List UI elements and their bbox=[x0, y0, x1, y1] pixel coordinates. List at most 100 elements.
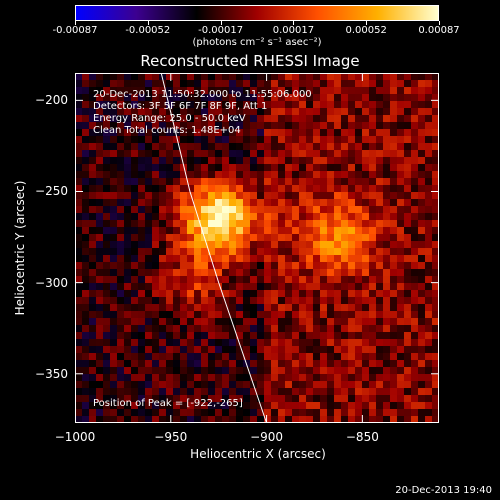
heatmap-cell bbox=[383, 178, 390, 185]
heatmap-cell bbox=[152, 199, 159, 206]
heatmap-cell bbox=[194, 353, 201, 360]
heatmap-cell bbox=[194, 255, 201, 262]
heatmap-cell bbox=[166, 150, 173, 157]
heatmap-cell bbox=[334, 234, 341, 241]
heatmap-cell bbox=[145, 101, 152, 108]
heatmap-cell bbox=[215, 136, 222, 143]
heatmap-cell bbox=[82, 206, 89, 213]
heatmap-cell bbox=[334, 395, 341, 402]
heatmap-cell bbox=[75, 206, 82, 213]
heatmap-cell bbox=[348, 311, 355, 318]
heatmap-cell bbox=[355, 157, 362, 164]
heatmap-cell bbox=[159, 262, 166, 269]
heatmap-cell bbox=[145, 346, 152, 353]
heatmap-cell bbox=[82, 346, 89, 353]
heatmap-cell bbox=[110, 220, 117, 227]
heatmap-cell bbox=[306, 269, 313, 276]
info-method: Clean Total counts: 1.48E+04 bbox=[93, 125, 241, 136]
heatmap-cell bbox=[96, 248, 103, 255]
heatmap-cell bbox=[131, 80, 138, 87]
heatmap-cell bbox=[292, 73, 299, 80]
heatmap-cell bbox=[201, 220, 208, 227]
heatmap-cell bbox=[313, 192, 320, 199]
heatmap-cell bbox=[362, 185, 369, 192]
heatmap-cell bbox=[166, 360, 173, 367]
heatmap-cell bbox=[397, 255, 404, 262]
heatmap-cell bbox=[264, 276, 271, 283]
heatmap-cell bbox=[82, 262, 89, 269]
heatmap-cell bbox=[285, 143, 292, 150]
heatmap-cell bbox=[208, 73, 215, 80]
heatmap-cell bbox=[138, 262, 145, 269]
heatmap-cell bbox=[264, 178, 271, 185]
heatmap-cell bbox=[369, 94, 376, 101]
heatmap-cell bbox=[383, 360, 390, 367]
heatmap-cell bbox=[404, 108, 411, 115]
heatmap-cell bbox=[341, 346, 348, 353]
heatmap-cell bbox=[243, 311, 250, 318]
heatmap-cell bbox=[369, 206, 376, 213]
heatmap-cell bbox=[145, 185, 152, 192]
heatmap-cell bbox=[124, 80, 131, 87]
heatmap-cell bbox=[173, 381, 180, 388]
heatmap-cell bbox=[376, 269, 383, 276]
heatmap-cell bbox=[208, 122, 215, 129]
heatmap-cell bbox=[180, 339, 187, 346]
heatmap-cell bbox=[180, 360, 187, 367]
heatmap-cell bbox=[201, 143, 208, 150]
heatmap-cell bbox=[229, 178, 236, 185]
heatmap-cell bbox=[236, 136, 243, 143]
heatmap-cell bbox=[166, 339, 173, 346]
heatmap-cell bbox=[103, 381, 110, 388]
heatmap-cell bbox=[348, 157, 355, 164]
heatmap-cell bbox=[159, 213, 166, 220]
heatmap-cell bbox=[425, 402, 432, 409]
heatmap-cell bbox=[222, 87, 229, 94]
heatmap-cell bbox=[257, 255, 264, 262]
heatmap-cell bbox=[306, 353, 313, 360]
heatmap-cell bbox=[278, 171, 285, 178]
heatmap-cell bbox=[166, 213, 173, 220]
heatmap-cell bbox=[250, 150, 257, 157]
heatmap-cell bbox=[131, 283, 138, 290]
heatmap-cell bbox=[187, 325, 194, 332]
heatmap-cell bbox=[313, 339, 320, 346]
heatmap-cell bbox=[131, 108, 138, 115]
heatmap-cell bbox=[89, 269, 96, 276]
heatmap-cell bbox=[334, 269, 341, 276]
heatmap-cell bbox=[208, 276, 215, 283]
heatmap-cell bbox=[334, 290, 341, 297]
heatmap-cell bbox=[159, 381, 166, 388]
heatmap-cell bbox=[166, 143, 173, 150]
heatmap-cell bbox=[131, 227, 138, 234]
heatmap-cell bbox=[229, 416, 236, 423]
heatmap-cell bbox=[187, 297, 194, 304]
heatmap-cell bbox=[82, 339, 89, 346]
heatmap-cell bbox=[383, 395, 390, 402]
heatmap-cell bbox=[292, 395, 299, 402]
heatmap-cell bbox=[313, 171, 320, 178]
heatmap-cell bbox=[271, 283, 278, 290]
heatmap-cell bbox=[194, 87, 201, 94]
heatmap-cell bbox=[159, 101, 166, 108]
heatmap-cell bbox=[75, 262, 82, 269]
heatmap-cell bbox=[327, 283, 334, 290]
heatmap-cell bbox=[201, 115, 208, 122]
heatmap-cell bbox=[278, 73, 285, 80]
heatmap-cell bbox=[327, 290, 334, 297]
heatmap-cell bbox=[432, 199, 439, 206]
heatmap-cell bbox=[313, 87, 320, 94]
heatmap-cell bbox=[285, 248, 292, 255]
heatmap-cell bbox=[292, 227, 299, 234]
heatmap-cell bbox=[411, 136, 418, 143]
heatmap-cell bbox=[194, 227, 201, 234]
heatmap-cell bbox=[285, 402, 292, 409]
heatmap-cell bbox=[131, 276, 138, 283]
heatmap-cell bbox=[215, 318, 222, 325]
heatmap-cell bbox=[383, 248, 390, 255]
heatmap-cell bbox=[320, 339, 327, 346]
heatmap-cell bbox=[96, 290, 103, 297]
heatmap-cell bbox=[250, 416, 257, 423]
heatmap-cell bbox=[299, 409, 306, 416]
heatmap-cell bbox=[425, 73, 432, 80]
